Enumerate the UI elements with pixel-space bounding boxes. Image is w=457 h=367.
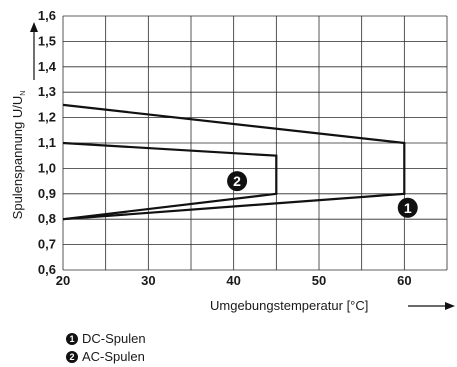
y-tick-label: 1,5 — [38, 33, 56, 48]
y-tick-label: 0,6 — [38, 262, 56, 277]
y-tick-label: 1,2 — [38, 110, 56, 125]
y-axis-label: Spulenspannung U/UN — [10, 91, 27, 220]
legend-item-dc: 1 DC-Spulen — [66, 330, 146, 348]
x-tick-label: 40 — [226, 273, 240, 288]
tick-labels: 20 30 40 50 60 0,6 0,7 0,8 0,9 1,0 1,1 1,2 1,3 1,4 1,5… — [38, 8, 412, 288]
x-tick-label: 20 — [56, 273, 70, 288]
series-line-1 — [62, 103, 406, 221]
x-axis-label: Umgebungstemperatur [°C] — [210, 298, 368, 313]
x-tick-label: 50 — [312, 273, 326, 288]
series-lines — [62, 103, 406, 221]
series-marker-1 — [397, 197, 418, 218]
series-markers: 12 — [227, 171, 418, 218]
y-tick-label: 0,9 — [38, 186, 56, 201]
y-tick-label: 1,3 — [38, 84, 56, 99]
legend-label-ac: AC-Spulen — [82, 349, 145, 364]
axes — [30, 22, 455, 310]
series-marker-label-2: 2 — [233, 173, 241, 189]
y-tick-label: 0,8 — [38, 211, 56, 226]
y-tick-label: 1,1 — [38, 135, 56, 150]
legend-marker-1: 1 — [66, 333, 78, 345]
y-tick-label: 1,4 — [38, 59, 57, 74]
x-tick-label: 30 — [141, 273, 155, 288]
y-tick-label: 0,7 — [38, 237, 56, 252]
legend: 1 DC-Spulen 2 AC-Spulen — [66, 330, 146, 366]
legend-label-dc: DC-Spulen — [82, 331, 146, 346]
grid — [62, 15, 448, 271]
series-marker-2 — [227, 171, 248, 192]
legend-marker-2: 2 — [66, 351, 78, 363]
legend-item-ac: 2 AC-Spulen — [66, 348, 146, 366]
x-tick-label: 60 — [397, 273, 411, 288]
x-axis-arrowhead — [445, 302, 455, 310]
y-tick-label: 1,0 — [38, 160, 56, 175]
y-axis-label-subscript: N — [20, 91, 27, 96]
y-axis-arrowhead — [30, 22, 38, 32]
series-line-2 — [62, 141, 278, 221]
y-tick-label: 1,6 — [38, 8, 56, 23]
series-marker-label-1: 1 — [404, 200, 412, 216]
